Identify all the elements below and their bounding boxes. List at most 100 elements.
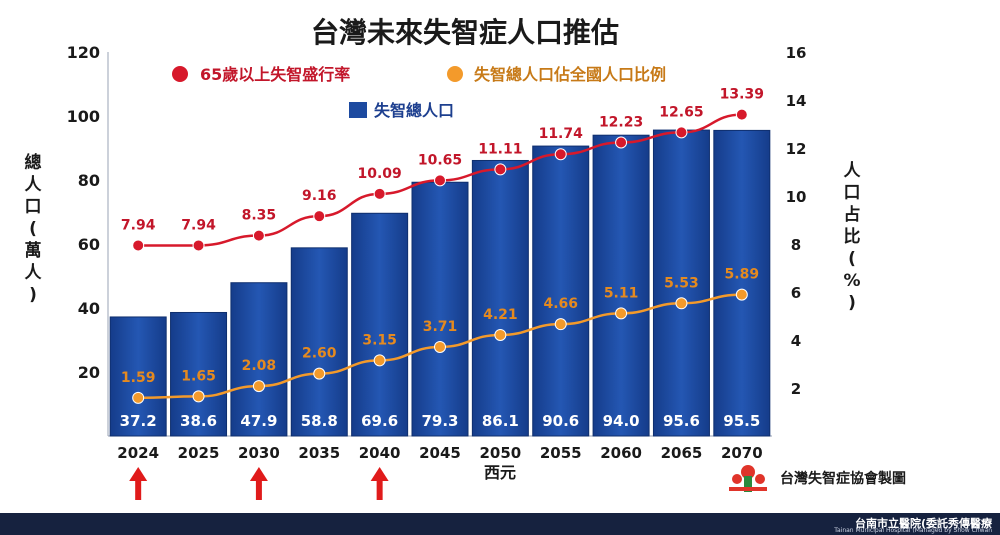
point-s1-2030 <box>252 229 265 242</box>
bar-label-2065: 95.6 <box>663 412 700 430</box>
point-s1-2024 <box>132 239 145 252</box>
point-label-s2-2065: 5.53 <box>664 275 699 291</box>
point-s1-2050 <box>494 163 507 176</box>
y-axis-left-title: 總人口(萬人) <box>25 152 43 305</box>
x-tick-2045: 2045 <box>419 444 461 462</box>
point-label-s1-2025: 7.94 <box>181 217 216 233</box>
x-tick-2050: 2050 <box>479 444 521 462</box>
ylabel-right-char-6: ) <box>848 293 856 313</box>
point-s1-2040 <box>373 187 386 200</box>
association-logo <box>729 465 767 492</box>
arrow-stem-2040 <box>376 478 383 500</box>
point-label-s2-2035: 2.60 <box>302 346 337 362</box>
point-label-s1-2045: 10.65 <box>418 152 462 168</box>
point-label-s2-2024: 1.59 <box>121 370 156 386</box>
bar-label-2024: 37.2 <box>120 412 157 430</box>
bar-2024 <box>109 316 167 437</box>
footer-hospital-name: 台南市立醫院(委託秀傳醫療 <box>854 517 992 530</box>
x-tick-2060: 2060 <box>600 444 642 462</box>
bar-2025 <box>170 311 228 437</box>
y-tick-left-20: 20 <box>78 363 100 382</box>
y-tick-left-120: 120 <box>67 43 100 62</box>
y-tick-right-14: 14 <box>786 92 807 110</box>
footer-bar: 台南市立醫院(委託秀傳醫療 Tainan Municipal Hospital … <box>0 513 1000 535</box>
x-tick-2055: 2055 <box>540 444 582 462</box>
point-s2-2065 <box>675 297 688 310</box>
x-tick-2040: 2040 <box>359 444 401 462</box>
point-s2-2030 <box>252 380 265 393</box>
legend-marker-total <box>349 102 367 118</box>
bar-2060 <box>592 134 650 437</box>
point-s1-2070 <box>735 108 748 121</box>
chart-title: 台灣未來失智症人口推估 <box>311 16 619 49</box>
point-s2-2070 <box>735 288 748 301</box>
y-tick-right-12: 12 <box>786 140 807 158</box>
point-label-s1-2035: 9.16 <box>302 188 337 204</box>
ylabel-left-char-2: 口 <box>25 197 42 217</box>
point-s2-2025 <box>192 390 205 403</box>
legend-label-prevalence: 65歲以上失智盛行率 <box>200 65 350 84</box>
point-label-s1-2050: 11.11 <box>478 141 522 157</box>
legend-label-share: 失智總人口佔全國人口比例 <box>474 65 666 84</box>
ylabel-left-char-3: ( <box>29 219 37 239</box>
point-label-s2-2040: 3.15 <box>362 332 397 348</box>
bar-2070 <box>713 129 771 437</box>
point-label-s1-2030: 8.35 <box>242 208 277 224</box>
arrow-head-2024 <box>129 467 148 481</box>
ylabel-right-char-2: 占 <box>844 204 861 225</box>
point-label-s2-2070: 5.89 <box>725 267 760 283</box>
point-label-s2-2045: 3.71 <box>423 319 458 335</box>
source-text: 台灣失智症協會製圖 <box>780 470 906 487</box>
bar-2050 <box>471 159 529 437</box>
point-label-s2-2055: 4.66 <box>543 296 578 312</box>
footer-hospital-name-en: Tainan Municipal Hospital (Managed by Sh… <box>834 527 992 534</box>
point-label-s2-2030: 2.08 <box>242 358 277 374</box>
point-label-s1-2040: 10.09 <box>357 166 401 182</box>
y-tick-left-100: 100 <box>67 107 100 126</box>
point-s1-2025 <box>192 239 205 252</box>
bar-label-2025: 38.6 <box>180 412 217 430</box>
bar-label-2060: 94.0 <box>603 412 640 430</box>
ylabel-left-char-1: 人 <box>25 175 43 195</box>
arrow-stem-2030 <box>255 478 262 500</box>
ylabel-right-char-5: % <box>843 271 860 291</box>
point-label-s2-2050: 4.21 <box>483 307 518 323</box>
point-s1-2035 <box>313 210 326 223</box>
bar-label-2070: 95.5 <box>723 412 760 430</box>
arrow-stem-2024 <box>135 478 142 500</box>
y-tick-right-10: 10 <box>786 188 807 206</box>
ylabel-right-char-1: 口 <box>844 183 861 203</box>
arrow-head-2030 <box>249 467 268 481</box>
y-tick-right-6: 6 <box>791 284 801 302</box>
ylabel-left-char-6: ) <box>29 285 37 305</box>
point-s2-2045 <box>434 340 446 353</box>
ylabel-left-char-5: 人 <box>25 263 43 283</box>
point-s2-2060 <box>615 307 628 320</box>
arrow-head-2040 <box>370 467 389 481</box>
point-s2-2040 <box>373 354 386 367</box>
point-s2-2035 <box>313 367 326 380</box>
bar-label-2040: 69.6 <box>361 412 398 430</box>
x-tick-2035: 2035 <box>298 444 340 462</box>
ylabel-right-char-0: 人 <box>844 161 862 181</box>
bar-label-2030: 47.9 <box>240 412 277 430</box>
point-label-s1-2070: 13.39 <box>720 87 764 103</box>
ylabel-left-char-4: 萬 <box>25 240 42 261</box>
point-s1-2045 <box>434 174 446 187</box>
ylabel-right-char-4: ( <box>848 249 856 269</box>
point-label-s2-2060: 5.11 <box>604 285 639 301</box>
y-tick-right-16: 16 <box>786 44 807 62</box>
bar-2040 <box>351 212 409 437</box>
point-s2-2024 <box>132 391 145 404</box>
y-tick-left-60: 60 <box>78 235 100 254</box>
point-s2-2050 <box>494 328 507 341</box>
point-s2-2055 <box>554 318 567 331</box>
legend-marker-prevalence <box>172 66 188 82</box>
point-label-s1-2060: 12.23 <box>599 114 643 130</box>
x-tick-2065: 2065 <box>661 444 703 462</box>
legend-marker-share <box>447 66 463 82</box>
point-label-s2-2025: 1.65 <box>181 368 216 384</box>
point-s1-2055 <box>554 148 567 161</box>
